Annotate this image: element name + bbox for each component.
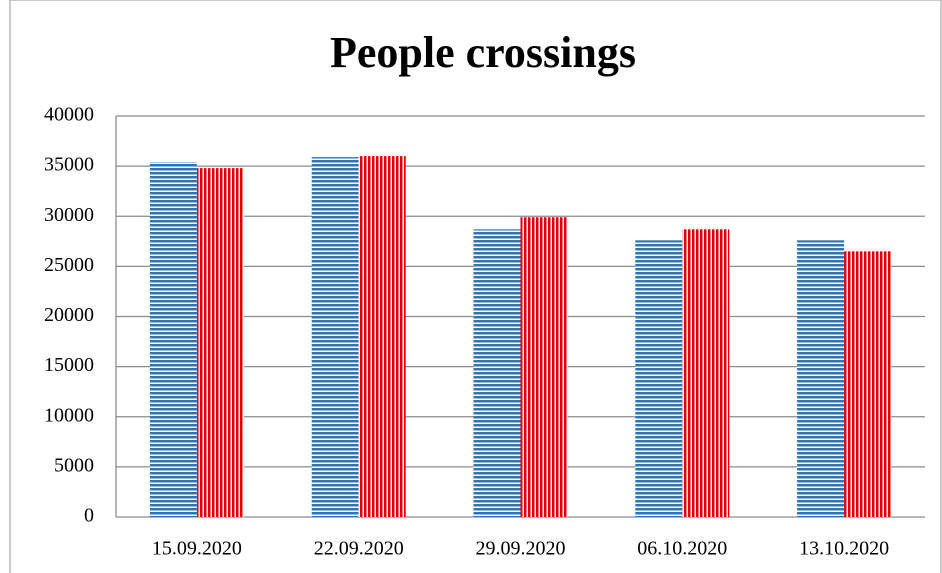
- bar: [844, 251, 892, 517]
- y-tick-label: 0: [84, 505, 94, 527]
- bar: [682, 229, 730, 517]
- y-tick-label: 15000: [44, 354, 94, 376]
- bar: [473, 229, 521, 517]
- bar: [149, 162, 197, 518]
- chart-border: [9, 0, 942, 573]
- bar: [358, 156, 406, 517]
- x-tick-label: 15.09.2020: [152, 538, 242, 560]
- x-tick-label: 13.10.2020: [799, 538, 889, 560]
- bar: [520, 217, 568, 517]
- y-tick-label: 20000: [44, 304, 94, 326]
- y-tick-label: 5000: [54, 454, 94, 476]
- x-tick-label: 29.09.2020: [476, 538, 566, 560]
- bar: [311, 157, 359, 518]
- chart-title: People crossings: [330, 28, 636, 77]
- bar: [196, 168, 244, 517]
- y-tick-label: 40000: [44, 104, 94, 126]
- y-tick-label: 30000: [44, 204, 94, 226]
- y-tick-label: 25000: [44, 254, 94, 276]
- x-tick-label: 06.10.2020: [637, 538, 727, 560]
- bar: [635, 240, 683, 517]
- x-tick-label: 22.09.2020: [314, 538, 404, 560]
- y-tick-label: 10000: [44, 404, 94, 426]
- bar: [797, 240, 845, 517]
- y-tick-label: 35000: [44, 154, 94, 176]
